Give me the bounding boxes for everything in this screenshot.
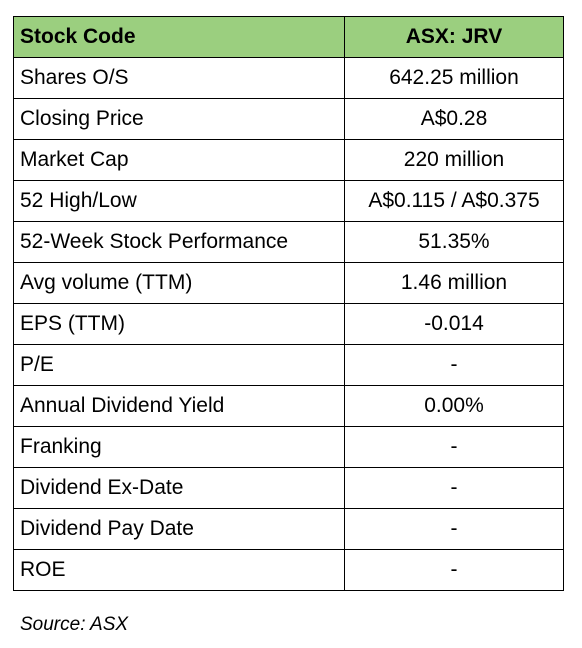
table-row: ROE -	[13, 549, 564, 591]
label-cell: Dividend Ex-Date	[13, 467, 345, 509]
label-cell: ROE	[13, 549, 345, 591]
table-row: EPS (TTM) -0.014	[13, 303, 564, 345]
label-cell: 52 High/Low	[13, 180, 345, 222]
value-cell: -	[344, 467, 564, 509]
table-row: Franking -	[13, 426, 564, 468]
label-cell: Shares O/S	[13, 57, 345, 99]
value-cell: A$0.28	[344, 98, 564, 140]
label-cell: Dividend Pay Date	[13, 508, 345, 550]
value-cell: A$0.115 / A$0.375	[344, 180, 564, 222]
label-cell: P/E	[13, 344, 345, 386]
table-row: Dividend Pay Date -	[13, 508, 564, 550]
value-cell: 0.00%	[344, 385, 564, 427]
source-note: Source: ASX	[20, 614, 129, 635]
stock-table: Stock Code ASX: JRV Shares O/S 642.25 mil…	[13, 16, 564, 591]
label-cell: Market Cap	[13, 139, 345, 181]
table-row: Avg volume (TTM) 1.46 million	[13, 262, 564, 304]
value-cell: 1.46 million	[344, 262, 564, 304]
table-row: Annual Dividend Yield 0.00%	[13, 385, 564, 427]
table-body: Shares O/S 642.25 million Closing Price A$0…	[13, 57, 564, 591]
value-cell: -	[344, 549, 564, 591]
table-header: Stock Code ASX: JRV	[13, 16, 564, 58]
table-row: Dividend Ex-Date -	[13, 467, 564, 509]
header-row: Stock Code ASX: JRV	[13, 16, 564, 58]
table-row: P/E -	[13, 344, 564, 386]
header-cell: ASX: JRV	[344, 16, 564, 58]
table-row: Shares O/S 642.25 million	[13, 57, 564, 99]
value-cell: 220 million	[344, 139, 564, 181]
label-cell: Annual Dividend Yield	[13, 385, 345, 427]
label-cell: 52-Week Stock Performance	[13, 221, 345, 263]
value-cell: -	[344, 344, 564, 386]
value-cell: 51.35%	[344, 221, 564, 263]
table-row: 52-Week Stock Performance 51.35%	[13, 221, 564, 263]
table-row: 52 High/Low A$0.115 / A$0.375	[13, 180, 564, 222]
header-cell: Stock Code	[13, 16, 345, 58]
label-cell: EPS (TTM)	[13, 303, 345, 345]
table-row: Market Cap 220 million	[13, 139, 564, 181]
value-cell: -	[344, 426, 564, 468]
label-cell: Closing Price	[13, 98, 345, 140]
label-cell: Franking	[13, 426, 345, 468]
value-cell: -	[344, 508, 564, 550]
label-cell: Avg volume (TTM)	[13, 262, 345, 304]
value-cell: 642.25 million	[344, 57, 564, 99]
value-cell: -0.014	[344, 303, 564, 345]
table-row: Closing Price A$0.28	[13, 98, 564, 140]
